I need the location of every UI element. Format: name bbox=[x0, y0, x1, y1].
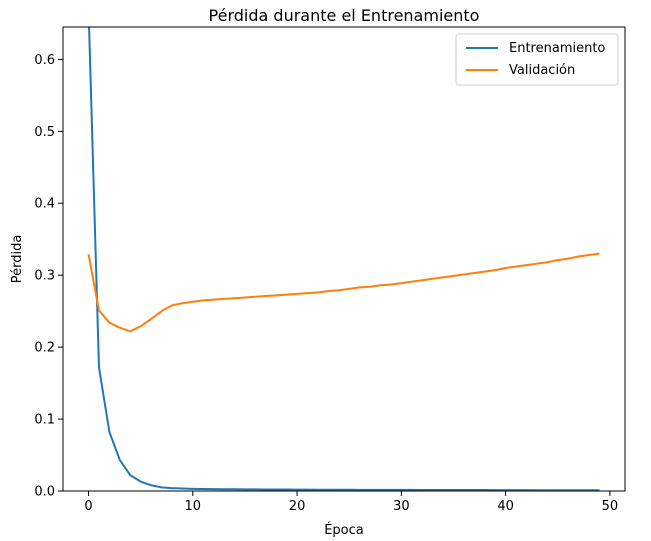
y-tick-label: 0.4 bbox=[34, 197, 55, 212]
plot-lines bbox=[87, 27, 600, 491]
x-tick-label: 10 bbox=[185, 499, 202, 514]
x-tick-label: 30 bbox=[393, 499, 410, 514]
y-tick-label: 0.2 bbox=[34, 341, 55, 356]
x-tick-label: 40 bbox=[497, 499, 514, 514]
x-tick-label: 20 bbox=[289, 499, 306, 514]
x-axis-label: Época bbox=[324, 522, 364, 538]
legend-box bbox=[455, 33, 619, 86]
legend-label-validacion: Validación bbox=[509, 63, 575, 78]
axes-frame bbox=[62, 26, 626, 492]
legend-label-entrenamiento: Entrenamiento bbox=[509, 41, 605, 56]
y-tick-label: 0.3 bbox=[34, 269, 55, 284]
legend: Entrenamiento Validación bbox=[455, 33, 619, 86]
chart-title: Pérdida durante el Entrenamiento bbox=[209, 6, 480, 25]
y-tick-label: 0.5 bbox=[34, 125, 55, 140]
x-tick-label: 0 bbox=[84, 499, 92, 514]
y-tick-label: 0.0 bbox=[34, 485, 55, 500]
y-tick-label: 0.6 bbox=[34, 53, 55, 68]
y-axis-ticks: 0.0 0.1 0.2 0.3 0.4 0.5 0.6 bbox=[34, 53, 63, 500]
series-line-entrenamiento bbox=[88, 27, 600, 491]
y-tick-label: 0.1 bbox=[34, 413, 55, 428]
x-tick-label: 50 bbox=[602, 499, 619, 514]
series-line-validacion bbox=[87, 252, 600, 333]
x-axis-ticks: 0 10 20 30 40 50 bbox=[84, 491, 618, 514]
y-axis-label: Pérdida bbox=[10, 235, 25, 284]
